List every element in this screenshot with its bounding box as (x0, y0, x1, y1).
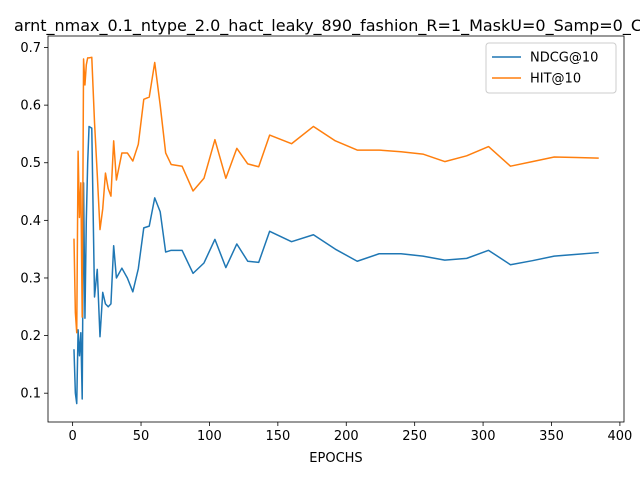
axes-frame (47, 35, 625, 423)
series-lines (73, 56, 599, 405)
y-tick-label: 0.4 (20, 214, 41, 229)
series-line-1 (73, 56, 599, 334)
chart-title: arnt_nmax_0.1_ntype_2.0_hact_leaky_890_f… (14, 16, 640, 36)
x-tick-label: 0 (68, 429, 76, 444)
y-tick-label: 0.7 (20, 41, 41, 56)
x-axis: 0 50 100 150 200 250 300 350 400 (68, 422, 632, 444)
x-tick-label: 250 (402, 429, 427, 444)
x-tick-label: 300 (471, 429, 496, 444)
y-tick-label: 0.2 (20, 329, 41, 344)
x-tick-label: 350 (539, 429, 564, 444)
x-tick-label: 100 (197, 429, 222, 444)
series-line-0 (73, 125, 599, 405)
legend-box (485, 42, 617, 94)
y-axis: 0.1 0.2 0.3 0.4 0.5 0.6 0.7 (20, 41, 48, 402)
y-tick-label: 0.1 (20, 387, 41, 402)
y-tick-label: 0.6 (20, 99, 41, 114)
legend: NDCG@10 HIT@10 (485, 42, 617, 94)
plot-area (47, 35, 625, 423)
x-axis-label: EPOCHS (309, 451, 362, 466)
x-tick-label: 150 (265, 429, 290, 444)
x-tick-label: 400 (607, 429, 632, 444)
legend-label-0: NDCG@10 (530, 51, 598, 66)
legend-label-1: HIT@10 (530, 72, 581, 87)
x-tick-label: 200 (334, 429, 359, 444)
x-tick-label: 50 (133, 429, 150, 444)
y-tick-label: 0.5 (20, 156, 41, 171)
y-tick-label: 0.3 (20, 271, 41, 286)
